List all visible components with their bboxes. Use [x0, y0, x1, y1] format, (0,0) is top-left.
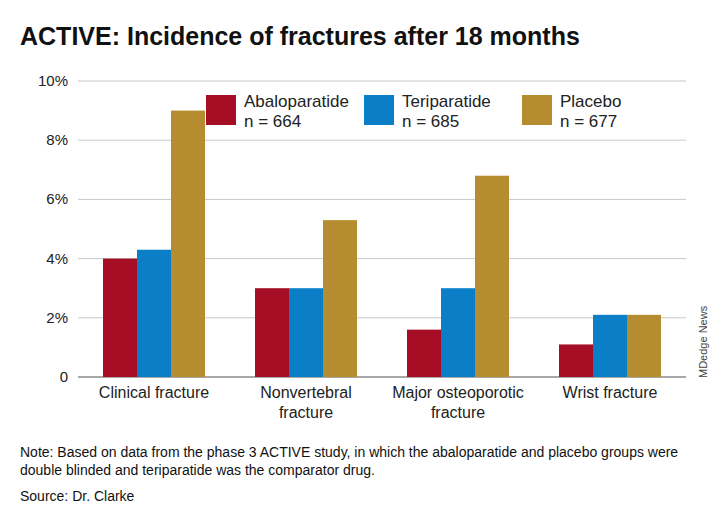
y-tick-label: 4%	[46, 250, 68, 267]
bars	[103, 111, 661, 377]
bar	[289, 288, 323, 377]
bar	[171, 111, 205, 377]
legend-label: Teriparatiden = 685	[402, 92, 491, 131]
title: ACTIVE: Incidence of fractures after 18 …	[20, 22, 580, 50]
bar	[627, 315, 661, 377]
grid-line	[78, 199, 686, 200]
bar	[559, 344, 593, 377]
chart-root: ACTIVE: Incidence of fractures after 18 …	[0, 0, 720, 528]
grid-line	[78, 140, 686, 141]
legend-swatch	[522, 95, 552, 125]
y-tick-label: 6%	[46, 190, 68, 207]
bar	[593, 315, 627, 377]
y-tick-label: 2%	[46, 309, 68, 326]
source: Source: Dr. Clarke	[20, 488, 134, 504]
y-tick-label: 10%	[38, 72, 68, 89]
grid-line	[78, 81, 686, 82]
y-tick-label: 8%	[46, 131, 68, 148]
grid	[78, 81, 686, 377]
x-tick-label: Nonvertebralfracture	[260, 384, 352, 421]
bar	[407, 330, 441, 377]
bar	[137, 250, 171, 377]
bar	[323, 220, 357, 377]
x-tick-label: Clinical fracture	[99, 384, 209, 401]
legend-swatch	[364, 95, 394, 125]
credit: MDedge News	[697, 305, 709, 378]
bar	[441, 288, 475, 377]
x-tick-label: Major osteoporoticfracture	[392, 384, 524, 421]
note: Note: Based on data from the phase 3 ACT…	[20, 443, 690, 479]
bar	[255, 288, 289, 377]
y-tick-label: 0	[60, 368, 68, 385]
legend: Abaloparatiden = 664 Teriparatiden = 685 P…	[206, 92, 621, 131]
x-tick-label: Wrist fracture	[563, 384, 658, 401]
legend-label: Placebon = 677	[560, 92, 621, 131]
legend-label: Abaloparatiden = 664	[244, 92, 349, 131]
bar	[103, 259, 137, 377]
legend-swatch	[206, 95, 236, 125]
bar	[475, 176, 509, 377]
